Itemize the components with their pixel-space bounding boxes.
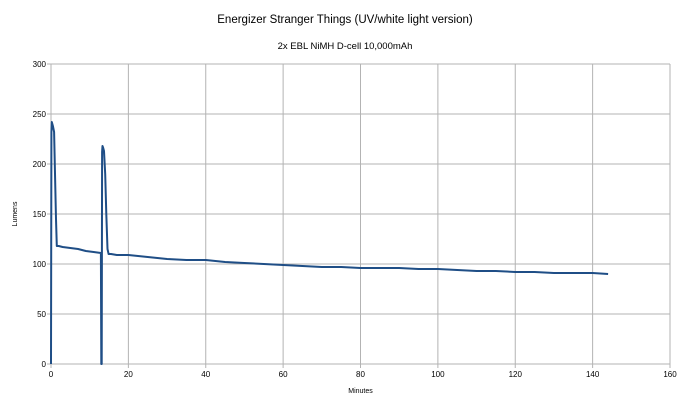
x-tick-label: 160: [663, 370, 677, 379]
y-tick-label: 150: [33, 210, 47, 219]
y-tick-label: 250: [33, 110, 47, 119]
chart-subtitle: 2x EBL NiMH D-cell 10,000mAh: [277, 41, 413, 52]
y-axis-label: Lumens: [12, 201, 19, 226]
y-tick-label: 300: [33, 60, 47, 69]
series-line: [50, 121, 609, 365]
y-tick-label: 50: [37, 310, 46, 319]
x-tick-label: 120: [509, 370, 523, 379]
y-tick-label: 100: [33, 260, 47, 269]
x-tick-label: 80: [356, 370, 365, 379]
x-tick-label: 0: [49, 370, 54, 379]
x-tick-label: 100: [431, 370, 445, 379]
x-tick-label: 20: [124, 370, 133, 379]
x-tick-label: 140: [586, 370, 600, 379]
x-tick-label: 60: [279, 370, 288, 379]
y-tick-label: 0: [42, 360, 47, 369]
x-axis-label: Minutes: [348, 388, 373, 395]
chart-title: Energizer Stranger Things (UV/white ligh…: [217, 14, 473, 26]
x-tick-label: 40: [201, 370, 210, 379]
y-tick-label: 200: [33, 160, 47, 169]
